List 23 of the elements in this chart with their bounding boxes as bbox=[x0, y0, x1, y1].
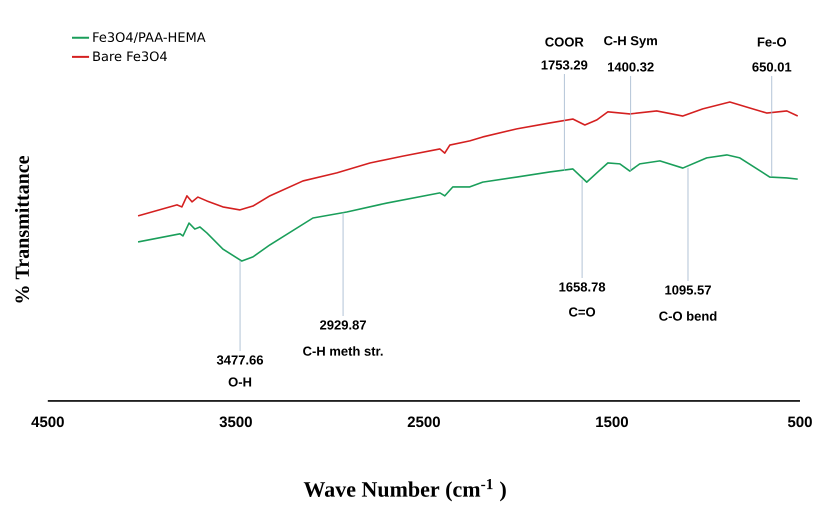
annotation: 2929.87 bbox=[320, 320, 366, 330]
text: C-H Sym bbox=[604, 36, 657, 48]
x-axis-title: Wave Number (cm$^{-1}$ ) bbox=[304, 478, 506, 502]
text: Fe-O bbox=[758, 37, 786, 47]
annotation: 1095.57 bbox=[665, 285, 711, 295]
text: COOR bbox=[545, 37, 584, 47]
x-tick-label: 500 bbox=[788, 416, 812, 428]
annotation: 1753.29 bbox=[542, 60, 588, 70]
annotation: C-O bend bbox=[659, 311, 716, 321]
annotation: C-H meth str. bbox=[303, 346, 383, 356]
x-tick-label: 3500 bbox=[220, 416, 252, 428]
legend-label: Bare Fe3O4 bbox=[93, 51, 167, 62]
y-axis-title: % Transmittance bbox=[14, 156, 30, 302]
annotation: 1658.78 bbox=[559, 282, 606, 292]
annotation: 650.01 bbox=[752, 62, 792, 72]
annotation: 3477.66 bbox=[216, 355, 264, 365]
annotation: 1400.32 bbox=[608, 62, 654, 72]
x-tick-label: 4500 bbox=[31, 416, 64, 428]
x-tick-label: 1500 bbox=[596, 416, 628, 428]
legend-label: Fe3O4/PAA-HEMA bbox=[93, 32, 206, 44]
annotation: O-H bbox=[228, 377, 252, 387]
annotation: C=O bbox=[569, 307, 596, 317]
x-tick-label: 2500 bbox=[408, 416, 440, 428]
